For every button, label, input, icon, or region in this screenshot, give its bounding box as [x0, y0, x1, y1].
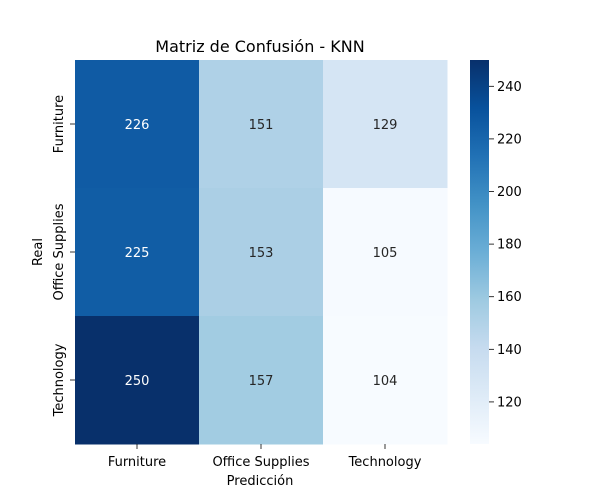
- heatmap-cell-label-r2-c1: 157: [249, 374, 274, 389]
- heatmap-cells: [75, 60, 448, 445]
- heatmap-cell-r2-c0: [75, 316, 200, 445]
- x-axis-ticks: Furniture Office Supplies Technology: [108, 444, 422, 470]
- heatmap-cell-label-r2-c2: 104: [373, 374, 398, 389]
- heatmap-cell-r2-c1: [199, 316, 324, 445]
- heatmap-cell-r1-c2: [323, 188, 448, 317]
- y-tick-label: Technology: [52, 343, 67, 417]
- colorbar-tick-label: 140: [497, 343, 522, 358]
- colorbar-tick-label: 220: [497, 132, 522, 147]
- colorbar: [470, 60, 489, 444]
- heatmap-cell-r2-c2: [323, 316, 448, 445]
- colorbar-tick-label: 240: [497, 80, 522, 95]
- colorbar-tick-label: 120: [497, 395, 522, 410]
- x-tick-label: Technology: [348, 455, 422, 470]
- heatmap-cell-label-r1-c1: 153: [249, 246, 274, 261]
- heatmap-cell-label-r0-c1: 151: [249, 118, 274, 133]
- y-tick-label: Office Supplies: [52, 203, 67, 300]
- x-tick-label: Furniture: [108, 455, 166, 470]
- y-axis-label: Real: [31, 238, 46, 266]
- y-tick-label: Furniture: [52, 95, 67, 153]
- x-axis-label: Predicción: [227, 474, 294, 489]
- colorbar-tick-label: 200: [497, 185, 522, 200]
- y-axis-ticks: Furniture Office Supplies Technology: [52, 95, 75, 417]
- heatmap-cell-label-r1-c0: 225: [125, 246, 150, 261]
- heatmap-cell-label-r0-c0: 226: [125, 118, 150, 133]
- heatmap-cell-r0-c1: [199, 60, 324, 189]
- heatmap-cell-r1-c1: [199, 188, 324, 317]
- heatmap-cell-r0-c2: [323, 60, 448, 189]
- heatmap-cell-label-r1-c2: 105: [373, 246, 398, 261]
- heatmap-cell-r0-c0: [75, 60, 200, 189]
- heatmap-cell-label-r2-c0: 250: [125, 374, 150, 389]
- heatmap-cell-labels: 226 151 129 225 153 105 250 157 104: [125, 118, 398, 389]
- heatmap-cell-r1-c0: [75, 188, 200, 317]
- colorbar-ticks: 120 140 160 180 200 220 240: [489, 80, 522, 410]
- heatmap-cell-label-r0-c2: 129: [373, 118, 398, 133]
- x-tick-label: Office Supplies: [212, 455, 309, 470]
- chart-title: Matriz de Confusión - KNN: [155, 37, 364, 56]
- colorbar-tick-label: 160: [497, 290, 522, 305]
- colorbar-tick-label: 180: [497, 238, 522, 253]
